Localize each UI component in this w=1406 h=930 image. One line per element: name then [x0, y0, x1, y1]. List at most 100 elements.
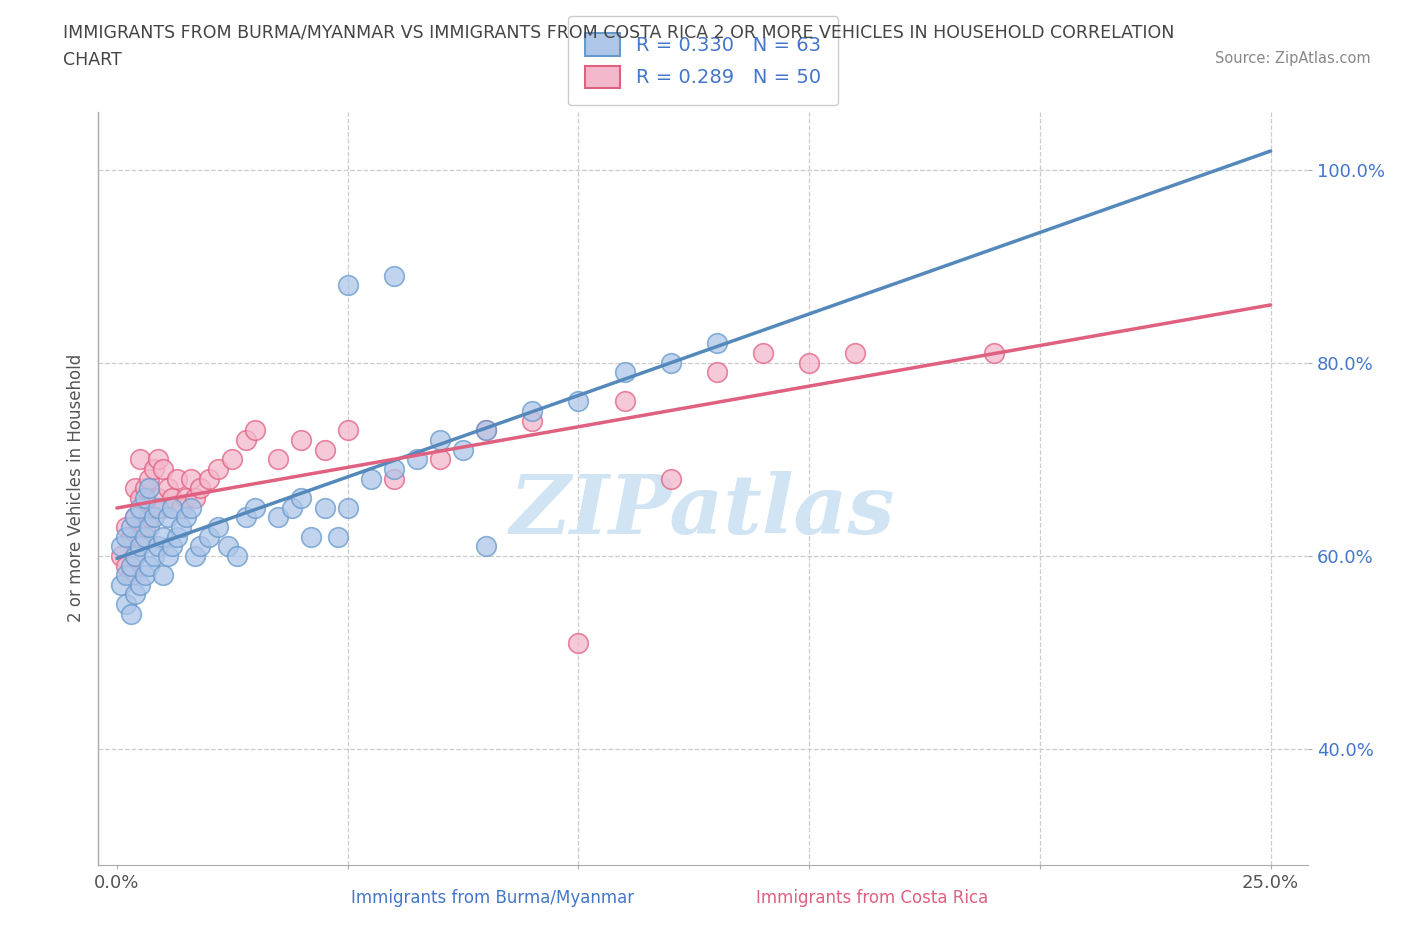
Point: [180, 500, 202, 515]
Point: [134, 481, 156, 496]
Point: [706, 365, 728, 379]
Point: [314, 500, 336, 515]
Point: [405, 452, 427, 467]
Point: [180, 472, 202, 486]
Point: [328, 529, 350, 544]
Point: [138, 558, 160, 573]
Point: [110, 578, 132, 592]
Point: [142, 500, 165, 515]
Point: [124, 481, 146, 496]
Point: [152, 567, 174, 582]
Point: [162, 538, 184, 553]
Point: [152, 500, 174, 515]
Point: [382, 461, 405, 476]
Point: [129, 500, 152, 515]
Point: [124, 587, 146, 602]
Point: [110, 538, 132, 553]
Point: [129, 452, 152, 467]
Point: [142, 510, 165, 525]
Text: ZIPatlas: ZIPatlas: [510, 471, 896, 551]
Point: [360, 472, 382, 486]
Point: [129, 490, 152, 505]
Point: [522, 413, 544, 428]
Point: [148, 490, 170, 505]
Point: [225, 549, 247, 564]
Point: [148, 538, 170, 553]
Point: [138, 472, 160, 486]
Point: [429, 452, 451, 467]
Point: [207, 461, 229, 476]
Point: [124, 510, 146, 525]
Point: [148, 452, 170, 467]
Point: [752, 346, 775, 361]
Point: [138, 510, 160, 525]
Point: [299, 529, 322, 544]
Point: [290, 432, 312, 447]
Point: [174, 510, 197, 525]
Point: [659, 355, 682, 370]
Point: [156, 510, 179, 525]
Point: [162, 500, 184, 515]
Point: [115, 558, 138, 573]
Point: [983, 346, 1005, 361]
Point: [129, 538, 152, 553]
Text: Immigrants from Burma/Myanmar: Immigrants from Burma/Myanmar: [350, 889, 634, 907]
Point: [152, 461, 174, 476]
Point: [844, 346, 866, 361]
Point: [115, 520, 138, 535]
Point: [567, 394, 589, 409]
Point: [235, 510, 257, 525]
Point: [115, 529, 138, 544]
Point: [120, 606, 142, 621]
Point: [138, 481, 160, 496]
Point: [142, 549, 165, 564]
Point: [166, 529, 188, 544]
Point: [451, 442, 474, 457]
Text: Immigrants from Costa Rica: Immigrants from Costa Rica: [755, 889, 988, 907]
Point: [336, 423, 359, 438]
Point: [267, 510, 290, 525]
Point: [290, 490, 312, 505]
Point: [217, 538, 239, 553]
Point: [110, 549, 132, 564]
Point: [124, 549, 146, 564]
Point: [188, 481, 211, 496]
Point: [198, 472, 221, 486]
Point: [475, 538, 498, 553]
Point: [382, 269, 405, 284]
Point: [184, 549, 207, 564]
Point: [115, 567, 138, 582]
Legend: R = 0.330   N = 63, R = 0.289   N = 50: R = 0.330 N = 63, R = 0.289 N = 50: [568, 16, 838, 105]
Y-axis label: 2 or more Vehicles in Household: 2 or more Vehicles in Household: [66, 354, 84, 622]
Point: [221, 452, 243, 467]
Point: [148, 500, 170, 515]
Point: [245, 500, 267, 515]
Point: [198, 529, 221, 544]
Point: [120, 529, 142, 544]
Point: [659, 472, 682, 486]
Point: [207, 520, 229, 535]
Point: [170, 500, 193, 515]
Point: [188, 538, 211, 553]
Point: [613, 394, 636, 409]
Point: [567, 635, 589, 650]
Text: IMMIGRANTS FROM BURMA/MYANMAR VS IMMIGRANTS FROM COSTA RICA 2 OR MORE VEHICLES I: IMMIGRANTS FROM BURMA/MYANMAR VS IMMIGRA…: [63, 23, 1174, 41]
Point: [166, 472, 188, 486]
Point: [314, 442, 336, 457]
Point: [522, 404, 544, 418]
Point: [156, 549, 179, 564]
Point: [281, 500, 304, 515]
Point: [336, 500, 359, 515]
Point: [156, 481, 179, 496]
Point: [134, 520, 156, 535]
Point: [336, 278, 359, 293]
Point: [613, 365, 636, 379]
Point: [245, 423, 267, 438]
Point: [152, 529, 174, 544]
Point: [120, 520, 142, 535]
Point: [120, 567, 142, 582]
Point: [124, 549, 146, 564]
Text: Source: ZipAtlas.com: Source: ZipAtlas.com: [1215, 51, 1371, 66]
Point: [115, 597, 138, 612]
Point: [184, 490, 207, 505]
